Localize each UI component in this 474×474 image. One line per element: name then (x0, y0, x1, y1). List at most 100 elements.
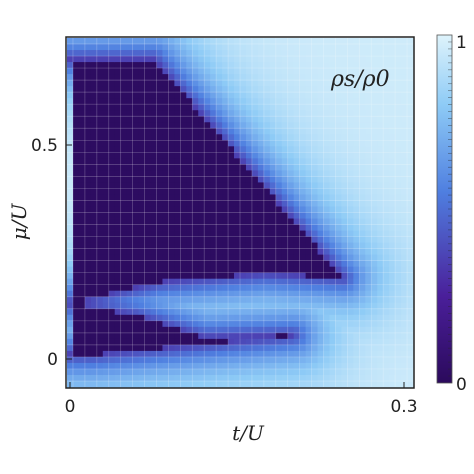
heatmap-cell (341, 302, 348, 310)
heatmap-cell (108, 128, 116, 135)
heatmap-cell (323, 272, 330, 280)
heatmap-cell (377, 266, 384, 274)
heatmap-cell (210, 152, 217, 159)
heatmap-cell (293, 38, 301, 45)
heatmap-cell (263, 134, 271, 141)
heatmap-cell (287, 266, 295, 274)
heatmap-cell (269, 326, 277, 334)
heatmap-cell (150, 308, 157, 316)
heatmap-cell (168, 368, 175, 376)
heatmap-cell (234, 38, 241, 45)
heatmap-cell (335, 200, 342, 207)
heatmap-cell (341, 296, 348, 304)
heatmap-cell (126, 86, 134, 93)
heatmap-cell (311, 314, 318, 322)
heatmap-cell (120, 266, 128, 274)
heatmap-cell (311, 110, 318, 117)
heatmap-cell (257, 266, 265, 274)
heatmap-cell (269, 134, 277, 141)
heatmap-cell (251, 104, 259, 111)
heatmap-cell (401, 224, 408, 231)
heatmap-cell (395, 212, 402, 219)
heatmap-cell (323, 266, 330, 274)
heatmap-cell (138, 200, 145, 207)
heatmap-cell (186, 350, 193, 358)
heatmap-cell (138, 176, 145, 183)
heatmap-cell (102, 356, 110, 364)
heatmap-cell (407, 38, 414, 45)
heatmap-cell (72, 212, 80, 219)
heatmap-cell (359, 182, 366, 189)
heatmap-cell (293, 380, 301, 388)
heatmap-cell (132, 188, 139, 195)
heatmap-cell (299, 260, 307, 268)
heatmap-cell (371, 230, 378, 237)
heatmap-cell (371, 296, 378, 304)
heatmap-cell (156, 218, 163, 225)
heatmap-cell (84, 248, 92, 256)
heatmap-cell (299, 230, 307, 237)
heatmap-cell (102, 44, 110, 51)
heatmap-cell (210, 266, 217, 274)
heatmap-cell (120, 326, 128, 334)
heatmap-cell (347, 206, 354, 213)
heatmap-cell (234, 344, 241, 352)
heatmap-cell (228, 338, 235, 346)
heatmap-cell (210, 230, 217, 237)
heatmap-cell (299, 308, 307, 316)
heatmap-cell (108, 110, 116, 117)
heatmap-cell (311, 332, 318, 340)
heatmap-cell (281, 170, 289, 177)
heatmap-cell (383, 128, 390, 135)
heatmap-cell (389, 146, 396, 153)
heatmap-cell (84, 86, 92, 93)
heatmap-cell (323, 242, 330, 250)
heatmap-cell (156, 62, 163, 69)
heatmap-cell (377, 164, 384, 171)
heatmap-cell (323, 296, 330, 304)
heatmap-cell (174, 332, 181, 340)
heatmap-cell (67, 104, 74, 111)
heatmap-cell (162, 68, 169, 75)
heatmap-cell (84, 38, 92, 45)
heatmap-cell (144, 74, 151, 81)
heatmap-cell (144, 56, 151, 63)
heatmap-cell (156, 224, 163, 231)
heatmap-cell (156, 368, 163, 376)
heatmap-cell (114, 140, 122, 147)
heatmap-cell (341, 206, 348, 213)
heatmap-cell (263, 230, 271, 237)
heatmap-cell (353, 68, 360, 75)
heatmap-cell (335, 128, 342, 135)
heatmap-cell (156, 206, 163, 213)
heatmap-cell (150, 266, 157, 274)
heatmap-cell (228, 152, 235, 159)
heatmap-cell (389, 368, 396, 376)
heatmap-cell (401, 152, 408, 159)
heatmap-cell (299, 134, 307, 141)
heatmap-cell (150, 56, 157, 63)
heatmap-cell (67, 308, 74, 316)
heatmap-cell (174, 104, 181, 111)
heatmap-cell (317, 254, 324, 262)
heatmap-cell (90, 182, 98, 189)
heatmap-cell (108, 302, 116, 310)
heatmap-cell (102, 314, 110, 322)
heatmap-cell (78, 302, 86, 310)
heatmap-cell (401, 104, 408, 111)
heatmap-cell (347, 122, 354, 129)
heatmap-cell (245, 50, 253, 57)
heatmap-cell (162, 200, 169, 207)
heatmap-cell (210, 332, 217, 340)
heatmap-cell (341, 68, 348, 75)
heatmap-cell (407, 296, 414, 304)
heatmap-cell (67, 278, 74, 286)
heatmap-cell (144, 374, 151, 382)
heatmap-cell (90, 176, 98, 183)
heatmap-cell (353, 278, 360, 286)
heatmap-cell (234, 122, 241, 129)
heatmap-cell (335, 80, 342, 87)
heatmap-cell (329, 62, 336, 69)
heatmap-cell (90, 242, 98, 250)
heatmap-cell (162, 206, 169, 213)
